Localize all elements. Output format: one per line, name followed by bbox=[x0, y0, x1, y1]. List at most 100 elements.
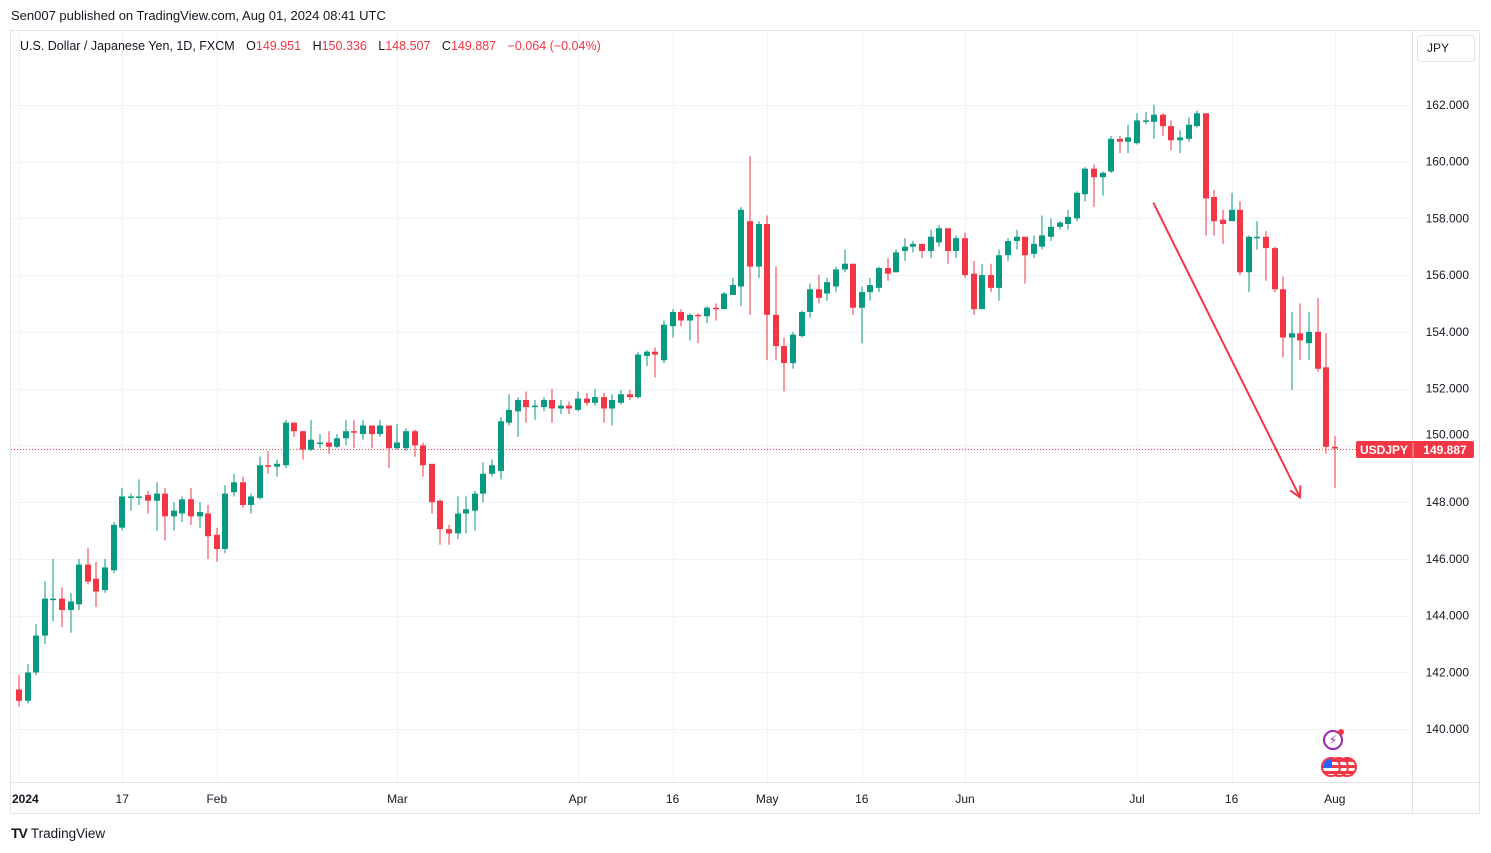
candle[interactable] bbox=[876, 266, 882, 293]
candle[interactable] bbox=[42, 581, 48, 645]
candle[interactable] bbox=[480, 462, 486, 503]
candle[interactable] bbox=[962, 232, 968, 278]
candle[interactable] bbox=[1254, 221, 1260, 250]
candle[interactable] bbox=[515, 397, 521, 437]
currency-button[interactable]: JPY bbox=[1417, 35, 1475, 62]
candle[interactable] bbox=[652, 347, 658, 378]
candle[interactable] bbox=[833, 266, 839, 293]
candle[interactable] bbox=[747, 155, 753, 315]
candle[interactable] bbox=[265, 451, 271, 474]
candle[interactable] bbox=[988, 263, 994, 293]
candle[interactable] bbox=[850, 263, 856, 315]
candle[interactable] bbox=[472, 490, 478, 531]
candle[interactable] bbox=[369, 425, 375, 449]
candle[interactable] bbox=[33, 624, 39, 676]
candle[interactable] bbox=[154, 482, 160, 531]
candle[interactable] bbox=[584, 392, 590, 406]
candle[interactable] bbox=[1186, 117, 1192, 142]
candle[interactable] bbox=[291, 422, 297, 437]
candle[interactable] bbox=[1117, 136, 1123, 154]
candle[interactable] bbox=[1022, 236, 1028, 284]
candle[interactable] bbox=[1005, 238, 1011, 261]
candle[interactable] bbox=[1125, 124, 1131, 154]
candle[interactable] bbox=[859, 286, 865, 344]
candle[interactable] bbox=[971, 260, 977, 315]
candle[interactable] bbox=[1082, 167, 1088, 202]
candle[interactable] bbox=[1091, 164, 1097, 207]
candle[interactable] bbox=[687, 313, 693, 341]
candle[interactable] bbox=[171, 502, 177, 531]
candle[interactable] bbox=[919, 243, 925, 259]
candle[interactable] bbox=[1134, 113, 1140, 145]
candle[interactable] bbox=[308, 419, 314, 452]
candle[interactable] bbox=[1160, 113, 1166, 137]
candle[interactable] bbox=[1031, 235, 1037, 259]
candle[interactable] bbox=[1323, 333, 1329, 454]
candle[interactable] bbox=[351, 419, 357, 449]
candle[interactable] bbox=[377, 419, 383, 437]
candle[interactable] bbox=[1297, 303, 1303, 361]
candle[interactable] bbox=[248, 493, 254, 514]
trend-arrow-line[interactable] bbox=[1152, 202, 1301, 498]
candle[interactable] bbox=[601, 392, 607, 423]
candle[interactable] bbox=[799, 310, 805, 338]
candle[interactable] bbox=[661, 320, 667, 364]
candle[interactable] bbox=[807, 283, 813, 318]
candle[interactable] bbox=[541, 397, 547, 412]
candle[interactable] bbox=[506, 394, 512, 426]
candle[interactable] bbox=[111, 522, 117, 574]
candle[interactable] bbox=[412, 429, 418, 457]
candle[interactable] bbox=[738, 206, 744, 307]
candle[interactable] bbox=[644, 350, 650, 366]
candle[interactable] bbox=[1057, 221, 1063, 230]
candle[interactable] bbox=[1237, 201, 1243, 276]
candle[interactable] bbox=[1151, 104, 1157, 139]
candle[interactable] bbox=[420, 442, 426, 477]
candle[interactable] bbox=[627, 390, 633, 400]
candle[interactable] bbox=[1100, 171, 1106, 196]
candle[interactable] bbox=[222, 485, 228, 554]
candle[interactable] bbox=[76, 558, 82, 611]
candle[interactable] bbox=[1229, 192, 1235, 222]
us-flag-events-icon[interactable] bbox=[1321, 757, 1367, 781]
candle[interactable] bbox=[592, 388, 598, 406]
candle[interactable] bbox=[59, 587, 65, 628]
candle[interactable] bbox=[360, 419, 366, 440]
candle[interactable] bbox=[257, 456, 263, 500]
candle[interactable] bbox=[1065, 209, 1071, 230]
candle[interactable] bbox=[867, 277, 873, 301]
candle[interactable] bbox=[721, 292, 727, 310]
candle[interactable] bbox=[1039, 215, 1045, 250]
candle[interactable] bbox=[816, 275, 822, 304]
candle[interactable] bbox=[704, 306, 710, 324]
candle[interactable] bbox=[790, 331, 796, 369]
candle[interactable] bbox=[979, 263, 985, 310]
candle[interactable] bbox=[386, 425, 392, 469]
candle[interactable] bbox=[317, 434, 323, 449]
candle[interactable] bbox=[730, 277, 736, 295]
candle[interactable] bbox=[1143, 111, 1149, 125]
candle[interactable] bbox=[928, 229, 934, 259]
candle[interactable] bbox=[197, 502, 203, 528]
candle[interactable] bbox=[1289, 311, 1295, 391]
candle[interactable] bbox=[910, 241, 916, 253]
candle[interactable] bbox=[713, 303, 719, 321]
candle[interactable] bbox=[618, 390, 624, 405]
candle[interactable] bbox=[842, 249, 848, 273]
candle[interactable] bbox=[575, 391, 581, 412]
candle[interactable] bbox=[936, 225, 942, 247]
candle[interactable] bbox=[885, 258, 891, 281]
candle[interactable] bbox=[205, 504, 211, 559]
candle[interactable] bbox=[523, 391, 529, 423]
candle[interactable] bbox=[119, 487, 125, 531]
candle[interactable] bbox=[214, 527, 220, 562]
candle[interactable] bbox=[231, 473, 237, 497]
candle[interactable] bbox=[1246, 235, 1252, 293]
candle[interactable] bbox=[1280, 276, 1286, 358]
candle[interactable] bbox=[609, 394, 615, 426]
candle[interactable] bbox=[1168, 120, 1174, 151]
candle[interactable] bbox=[1203, 113, 1209, 236]
candle[interactable] bbox=[343, 419, 349, 446]
candle[interactable] bbox=[188, 487, 194, 525]
